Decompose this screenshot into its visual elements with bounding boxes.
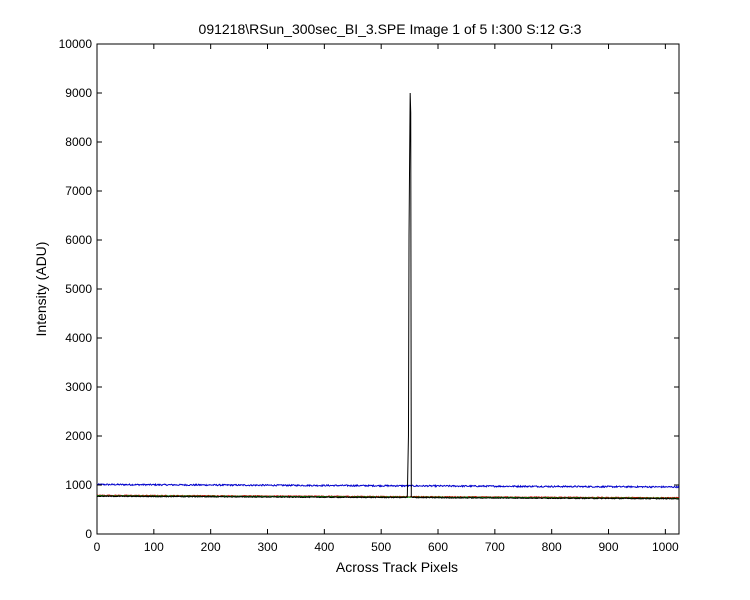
- y-tick-label: 3000: [65, 380, 92, 394]
- x-tick-label: 800: [542, 540, 562, 554]
- y-tick-label: 9000: [65, 86, 92, 100]
- y-tick-label: 4000: [65, 331, 92, 345]
- x-tick-label: 0: [94, 540, 101, 554]
- y-tick-label: 0: [85, 527, 92, 541]
- series-line-4: [96, 92, 680, 500]
- x-tick-label: 500: [371, 540, 391, 554]
- series-layer: [96, 92, 680, 500]
- y-tick-label: 2000: [65, 429, 92, 443]
- y-tick-label: 8000: [65, 135, 92, 149]
- y-tick-label: 7000: [65, 184, 92, 198]
- x-tick-label: 100: [144, 540, 164, 554]
- x-tick-label: 400: [314, 540, 334, 554]
- plot-area: [96, 43, 680, 535]
- y-axis: 0 1000 2000 3000 4000 5000 6000 7000 8000 9000 100…: [59, 37, 679, 541]
- x-tick-label: 700: [485, 540, 505, 554]
- x-axis-title: Across Track Pixels: [336, 559, 458, 575]
- x-tick-label: 600: [428, 540, 448, 554]
- chart-title: 091218\RSun_300sec_BI_3.SPE Image 1 of 5…: [199, 21, 582, 37]
- y-tick-label: 10000: [59, 37, 93, 51]
- y-tick-label: 6000: [65, 233, 92, 247]
- y-tick-label: 1000: [65, 478, 92, 492]
- y-axis-title: Intensity (ADU): [33, 242, 49, 337]
- x-tick-label: 900: [599, 540, 619, 554]
- series-line-1: [96, 482, 680, 489]
- x-tick-label: 1000: [652, 540, 679, 554]
- y-tick-label: 5000: [65, 282, 92, 296]
- x-axis: 0 100 200 300 400 500 600 700 800 900 1000: [94, 44, 679, 554]
- x-tick-label: 300: [257, 540, 277, 554]
- x-tick-label: 200: [201, 540, 221, 554]
